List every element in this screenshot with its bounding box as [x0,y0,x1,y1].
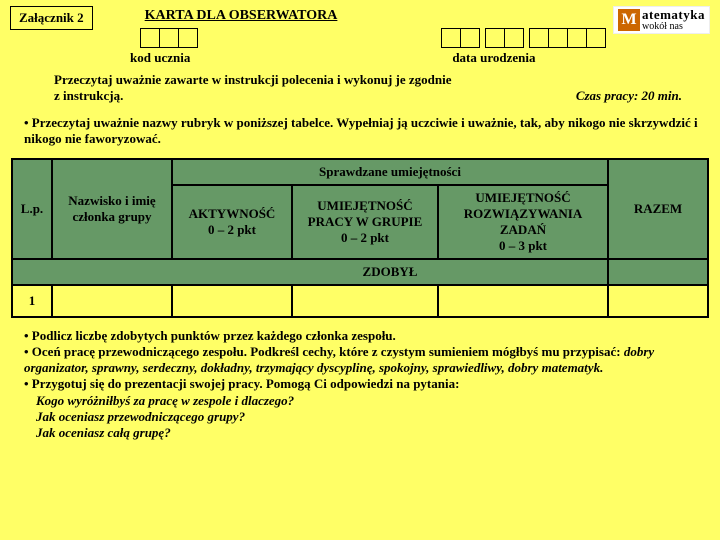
intro-line2: z instrukcją. [54,88,123,103]
col-activity: AKTYWNOŚĆ0 – 2 pkt [172,185,292,259]
col-name: Nazwisko i imię członka grupy [52,159,172,259]
question-2: Jak oceniasz przewodniczącego grupy? [36,409,704,425]
scored-label: ZDOBYŁ [172,259,608,285]
code-box[interactable] [159,28,179,48]
cell-lp: 1 [12,285,52,317]
logo-word: atematyka [642,7,705,22]
logo: M atematyka wokół nas [613,6,710,34]
dob-box[interactable] [441,28,461,48]
intro-line1: Przeczytaj uważnie zawarte w instrukcji … [54,72,452,87]
table-header-row: L.p. Nazwisko i imię członka grupy Spraw… [12,159,708,185]
code-box[interactable] [140,28,160,48]
bullet-1: • Podlicz liczbę zdobytych punktów przez… [24,328,704,344]
logo-letter: M [618,9,640,31]
dob-box[interactable] [504,28,524,48]
logo-text: atematyka wokół nas [642,8,705,32]
question-1: Kogo wyróżniłbyś za pracę w zespole i dl… [36,393,704,409]
scored-spacer-right [608,259,708,285]
cell-activity[interactable] [172,285,292,317]
cell-name[interactable] [52,285,172,317]
bullet-3: • Przygotuj się do prezentacji swojej pr… [24,376,704,392]
dob-label: data urodzenia [452,50,535,66]
skills-table: L.p. Nazwisko i imię członka grupy Spraw… [11,158,709,318]
logo-sub: wokół nas [642,21,683,32]
code-box[interactable] [178,28,198,48]
page-title: KARTA DLA OBSERWATORA [145,8,338,24]
dob-box[interactable] [586,28,606,48]
instruction-paragraph: • Przeczytaj uważnie nazwy rubryk w poni… [24,115,704,148]
scored-spacer [12,259,172,285]
code-labels-row: kod ucznia data urodzenia [10,50,710,66]
attachment-box: Załącznik 2 [10,6,93,30]
work-time: Czas pracy: 20 min. [576,88,682,104]
dob-box[interactable] [548,28,568,48]
table-scored-row: ZDOBYŁ [12,259,708,285]
student-code-boxes [140,28,197,48]
dob-boxes [441,28,605,48]
intro-paragraph: Przeczytaj uważnie zawarte w instrukcji … [54,72,682,103]
student-code-label: kod ucznia [130,50,190,66]
dob-box[interactable] [460,28,480,48]
dob-box[interactable] [567,28,587,48]
dob-box[interactable] [485,28,505,48]
footer-bullets: • Podlicz liczbę zdobytych punktów przez… [24,328,704,442]
col-lp: L.p. [12,159,52,259]
cell-groupwork[interactable] [292,285,438,317]
bullet-2-text: • Oceń pracę przewodniczącego zespołu. P… [24,344,624,359]
table-row: 1 [12,285,708,317]
cell-solving[interactable] [438,285,608,317]
dob-box[interactable] [529,28,549,48]
col-groupwork: UMIEJĘTNOŚĆ PRACY W GRUPIE0 – 2 pkt [292,185,438,259]
col-sum: RAZEM [608,159,708,259]
skills-header: Sprawdzane umiejętności [172,159,608,185]
code-boxes-row [10,28,710,48]
cell-sum[interactable] [608,285,708,317]
bullet-2: • Oceń pracę przewodniczącego zespołu. P… [24,344,704,377]
question-3: Jak oceniasz całą grupę? [36,425,704,441]
col-solving: UMIEJĘTNOŚĆ ROZWIĄZYWANIA ZADAŃ0 – 3 pkt [438,185,608,259]
